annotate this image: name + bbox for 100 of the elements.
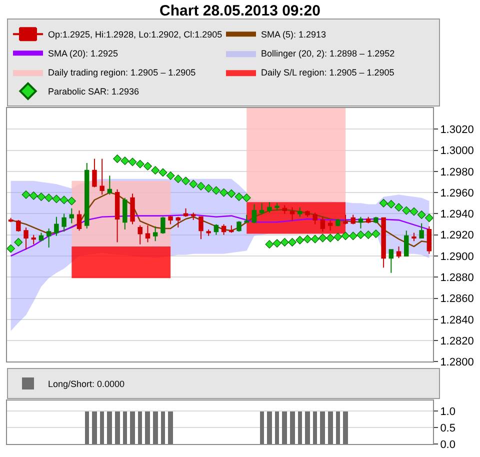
point bbox=[144, 162, 152, 170]
y-tick-label: 1.2920 bbox=[440, 230, 474, 242]
candlestick bbox=[320, 216, 326, 232]
legend-label: Op:1.2925, Hi:1.2928, Lo:1.2902, Cl:1.2905 bbox=[48, 30, 222, 40]
candlestick bbox=[46, 228, 52, 248]
candlestick bbox=[282, 204, 288, 214]
candlestick bbox=[183, 208, 188, 218]
point bbox=[128, 158, 137, 166]
candlestick bbox=[16, 220, 21, 232]
point bbox=[326, 234, 334, 242]
point bbox=[402, 206, 411, 215]
point bbox=[189, 180, 198, 188]
point bbox=[22, 190, 30, 199]
candlestick bbox=[350, 214, 356, 225]
y-tick-label: 1.2940 bbox=[440, 208, 474, 221]
point bbox=[417, 210, 426, 219]
line-series bbox=[10, 192, 430, 248]
point bbox=[14, 238, 23, 246]
candlestick bbox=[381, 217, 386, 268]
line-series bbox=[10, 214, 430, 257]
candlestick bbox=[252, 204, 257, 224]
candlestick bbox=[259, 202, 264, 216]
point bbox=[310, 234, 320, 244]
point bbox=[67, 196, 76, 206]
y-tick-label: 1.2960 bbox=[440, 187, 474, 200]
point bbox=[288, 238, 296, 246]
candlestick bbox=[62, 213, 66, 232]
candlestick bbox=[152, 226, 158, 242]
point bbox=[182, 176, 190, 186]
candlestick bbox=[290, 206, 295, 222]
candlestick bbox=[76, 210, 82, 232]
candlestick bbox=[92, 158, 97, 188]
legend-label: Bollinger (20, 2): 1.2898 – 1.2952 bbox=[261, 48, 395, 59]
candlestick bbox=[312, 212, 318, 225]
candlestick bbox=[404, 230, 409, 256]
candlestick bbox=[138, 224, 142, 245]
candlestick bbox=[419, 222, 424, 239]
y-tick-label: 1.2840 bbox=[440, 314, 474, 326]
point bbox=[242, 194, 251, 202]
y-tick-label: 0.5 bbox=[440, 422, 456, 434]
legend-label: Daily trading region: 1.2905 – 1.2905 bbox=[48, 68, 196, 78]
point bbox=[303, 234, 312, 244]
point bbox=[234, 192, 244, 201]
candlestick bbox=[305, 210, 310, 218]
point bbox=[318, 234, 327, 242]
point bbox=[166, 171, 175, 180]
point bbox=[60, 196, 68, 204]
candlestick bbox=[267, 202, 272, 214]
point bbox=[196, 182, 206, 190]
point bbox=[37, 192, 46, 201]
y-tick-label: 1.2900 bbox=[440, 250, 474, 263]
candlestick bbox=[31, 234, 36, 245]
candlestick bbox=[229, 224, 234, 234]
point bbox=[372, 230, 380, 238]
candlestick bbox=[160, 216, 166, 234]
candlestick bbox=[343, 214, 348, 225]
y-tick-label: 1.3000 bbox=[440, 145, 474, 158]
point bbox=[334, 232, 342, 242]
candlestick bbox=[84, 162, 90, 229]
point bbox=[280, 238, 289, 246]
point bbox=[113, 154, 122, 163]
candlestick bbox=[206, 229, 211, 236]
candlestick bbox=[191, 212, 196, 221]
point bbox=[174, 174, 182, 184]
point bbox=[265, 240, 274, 249]
point bbox=[410, 207, 418, 216]
candlestick bbox=[426, 226, 432, 254]
candlestick bbox=[168, 215, 173, 225]
candlestick bbox=[244, 214, 249, 223]
point bbox=[356, 230, 365, 240]
chart-title: Chart 28.05.2013 09:20 bbox=[160, 2, 320, 20]
legend-label: SMA (5): 1.2913 bbox=[261, 30, 326, 40]
candlestick bbox=[274, 202, 280, 212]
y-tick-label: 1.2980 bbox=[440, 166, 474, 178]
candlestick bbox=[221, 224, 226, 236]
point bbox=[386, 200, 396, 208]
point bbox=[348, 232, 358, 240]
candlestick bbox=[69, 208, 74, 224]
candlestick bbox=[198, 216, 204, 240]
y-tick-label: 1.0 bbox=[440, 406, 456, 418]
point bbox=[158, 168, 168, 177]
point bbox=[227, 189, 236, 198]
candlestick bbox=[358, 216, 364, 229]
candlestick bbox=[374, 216, 378, 224]
y-tick-label: 1.2860 bbox=[440, 293, 474, 306]
candlestick bbox=[54, 216, 59, 236]
candlestick bbox=[176, 216, 181, 228]
candlestick bbox=[328, 220, 333, 232]
candlestick bbox=[38, 232, 44, 242]
point bbox=[7, 244, 15, 253]
candlestick bbox=[107, 175, 112, 196]
candlestick bbox=[214, 224, 219, 236]
candlestick bbox=[122, 197, 128, 230]
point bbox=[212, 186, 220, 195]
y-tick-label: 1.2800 bbox=[440, 356, 474, 369]
candlestick bbox=[366, 216, 371, 224]
candlestick bbox=[236, 220, 242, 232]
point bbox=[151, 166, 160, 175]
point bbox=[341, 232, 350, 240]
point bbox=[204, 184, 213, 193]
